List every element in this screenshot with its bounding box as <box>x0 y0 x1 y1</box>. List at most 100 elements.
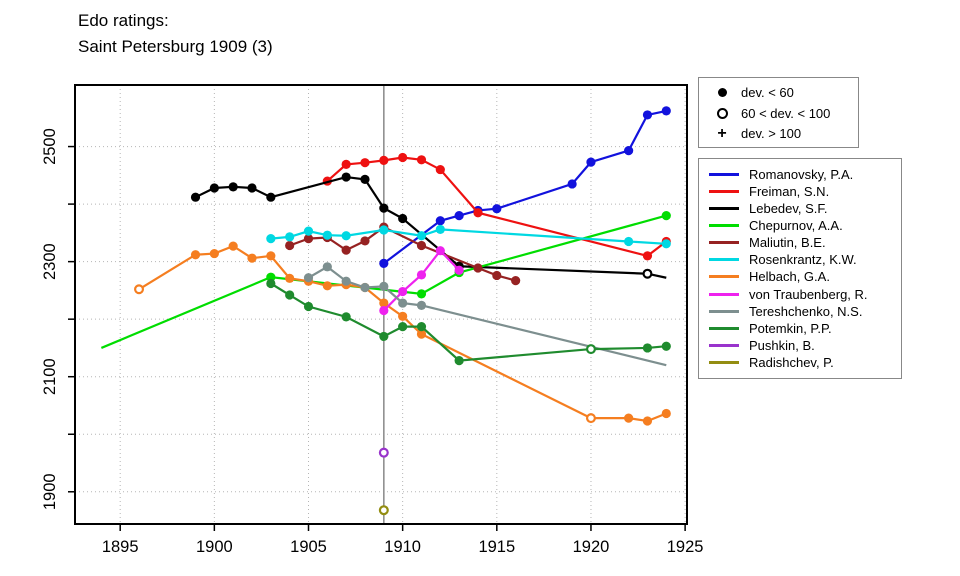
data-point-filled <box>228 241 238 251</box>
player-legend-item: von Traubenberg, R. <box>709 287 901 302</box>
data-point-filled <box>322 281 332 291</box>
data-point-filled <box>624 145 634 156</box>
data-point-filled <box>642 343 653 353</box>
data-point-filled <box>416 322 427 332</box>
data-point-filled <box>624 236 634 247</box>
data-point-filled <box>379 331 389 342</box>
x-axis: 1895 1900 1905 1910 1915 1920 1925 <box>102 524 704 556</box>
data-point-filled <box>341 312 351 322</box>
data-point-filled <box>228 182 238 192</box>
series-color-swatch <box>709 360 739 364</box>
data-point-filled <box>661 211 671 221</box>
data-point-filled <box>416 289 427 299</box>
data-point-filled <box>435 224 445 235</box>
player-legend-label: Pushkin, B. <box>749 337 815 353</box>
plot-border <box>74 84 688 525</box>
data-point-filled <box>642 416 653 426</box>
marker-legend-item: + dev. > 100 <box>711 124 858 142</box>
series-freiman <box>322 152 671 261</box>
data-point-filled <box>303 234 314 244</box>
player-legend-label: Tereshchenko, N.S. <box>749 303 863 319</box>
player-legend-label: Romanovsky, P.A. <box>749 167 854 182</box>
data-point-filled <box>322 230 332 240</box>
series-color-swatch <box>709 224 739 228</box>
data-point-filled <box>379 203 389 213</box>
data-point-filled <box>398 213 408 224</box>
data-point-filled <box>266 192 276 202</box>
data-point-filled <box>642 110 653 120</box>
data-point-open <box>585 413 596 424</box>
series-color-swatch <box>709 258 739 262</box>
chart-title-line2: Saint Petersburg 1909 (3) <box>78 37 273 56</box>
marker-legend-label: dev. < 60 <box>741 85 794 100</box>
marker-legend-item: 60 < dev. < 100 <box>711 106 858 121</box>
data-point-filled <box>661 106 671 116</box>
player-legend-label: Maliutin, B.E. <box>749 235 826 251</box>
data-point-filled <box>567 179 577 189</box>
player-legend-label: Rosenkrantz, K.W. <box>749 252 857 268</box>
player-legend-label: Lebedev, S.F. <box>749 201 828 217</box>
data-point-open <box>378 505 389 516</box>
filled-circle-icon <box>711 88 733 97</box>
y-tick-label: 2300 <box>41 243 59 280</box>
data-point-filled <box>190 250 201 260</box>
data-point-filled <box>492 270 502 281</box>
player-legend-item: Pushkin, B. <box>709 338 901 353</box>
series-color-swatch <box>709 343 739 347</box>
player-legend-label: Helbach, G.A. <box>749 269 830 285</box>
player-legend-item: Maliutin, B.E. <box>709 235 901 250</box>
series-color-swatch <box>709 241 739 245</box>
data-point-filled <box>266 278 276 289</box>
chart-title: Edo ratings: Saint Petersburg 1909 (3) <box>78 8 273 60</box>
data-point-filled <box>416 300 427 310</box>
data-point-filled <box>303 226 314 236</box>
data-point-filled <box>642 251 653 261</box>
data-point-filled <box>285 273 295 283</box>
x-tick-label: 1895 <box>102 538 139 556</box>
series-rosenkrantz <box>266 224 671 249</box>
plus-icon: + <box>717 124 727 142</box>
data-point-open <box>642 268 653 279</box>
data-point-filled <box>379 258 389 268</box>
data-point-filled <box>379 281 389 291</box>
data-point-filled <box>285 290 295 300</box>
data-point-filled <box>454 211 464 221</box>
data-point-filled <box>416 270 427 280</box>
data-point-filled <box>661 239 671 249</box>
data-point-filled <box>341 172 351 182</box>
data-point-filled <box>661 341 671 351</box>
y-tick-label: 2500 <box>41 128 59 165</box>
x-tick-label: 1920 <box>573 538 610 556</box>
data-point-filled <box>341 159 351 169</box>
series-color-swatch <box>709 190 739 194</box>
series-tereshchenko <box>303 262 667 367</box>
series-romanovsky <box>379 106 671 268</box>
chart-title-line1: Edo ratings: <box>78 11 169 30</box>
x-tick-label: 1925 <box>667 538 704 556</box>
y-tick-label: 1900 <box>41 473 59 510</box>
data-point-filled <box>416 231 427 241</box>
data-point-filled <box>341 245 351 255</box>
data-point-filled <box>398 298 408 308</box>
data-point-filled <box>435 216 445 226</box>
data-point-filled <box>266 251 276 261</box>
data-point-filled <box>379 305 389 316</box>
player-legend-item: Tereshchenko, N.S. <box>709 304 901 319</box>
data-point-filled <box>398 322 408 332</box>
data-point-open <box>134 284 145 295</box>
player-legend-label: von Traubenberg, R. <box>749 286 868 302</box>
marker-legend-label: dev. > 100 <box>741 126 802 141</box>
player-legend-item: Helbach, G.A. <box>709 269 901 284</box>
data-point-filled <box>435 164 445 175</box>
data-point-filled <box>661 408 671 419</box>
series-potemkin <box>266 278 671 366</box>
data-point-filled <box>190 192 201 202</box>
series-color-swatch <box>709 292 739 296</box>
data-point-filled <box>398 152 408 163</box>
player-legend-item: Freiman, S.N. <box>709 184 901 199</box>
series-radishchev <box>378 505 389 516</box>
data-point-filled <box>511 276 521 286</box>
data-point-filled <box>473 263 483 273</box>
